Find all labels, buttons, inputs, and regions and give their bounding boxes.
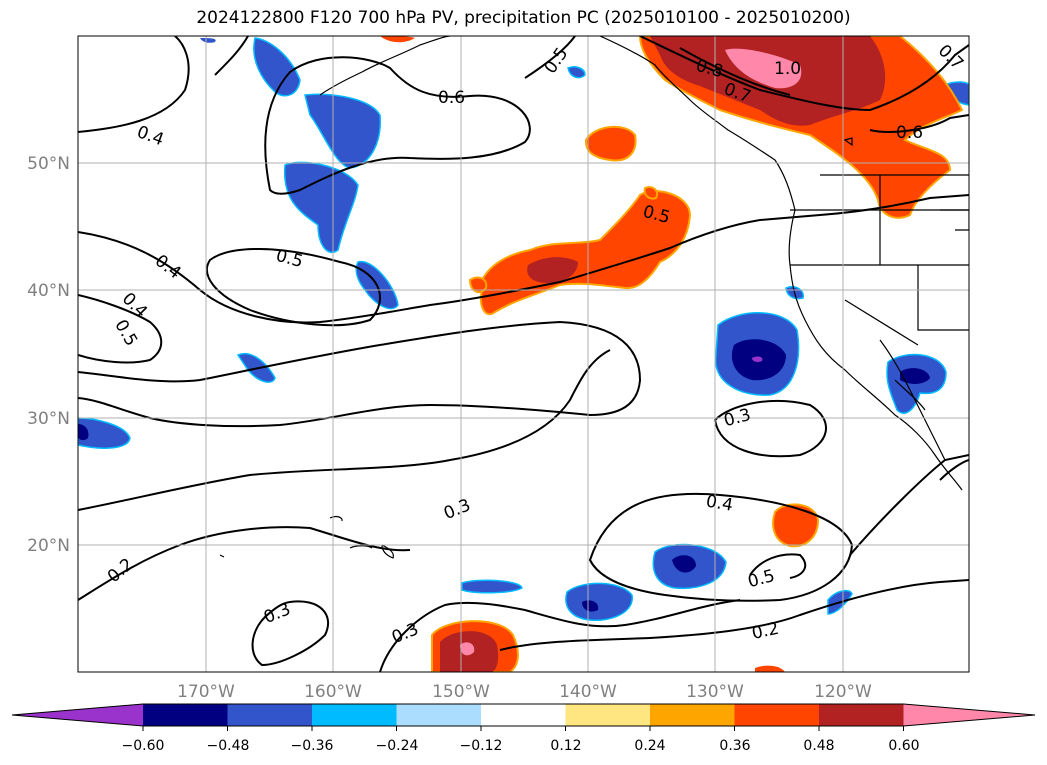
colorbar-tick-label: −0.24: [376, 738, 419, 754]
lon-label: 150°W: [432, 682, 490, 702]
colorbar-segment: [650, 704, 735, 726]
longitude-labels: 170°W 160°W 150°W 140°W 130°W 120°W: [177, 682, 872, 702]
latitude-labels: 50°N 40°N 30°N 20°N: [27, 154, 70, 556]
lat-label: 30°N: [27, 409, 70, 429]
colorbar-segment: [565, 704, 651, 726]
colorbar-tick-label: 0.12: [550, 738, 581, 754]
colorbar-segment: [312, 704, 397, 726]
colorbar-tick-label: −0.48: [207, 738, 250, 754]
contour-label: 1.0: [774, 59, 801, 79]
colorbar-segment: [819, 704, 904, 726]
colorbar-tick-label: 0.36: [719, 738, 750, 754]
map-title: 2024122800 F120 700 hPa PV, precipitatio…: [196, 8, 851, 28]
colorbar-segment: [396, 704, 482, 726]
lon-label: 170°W: [177, 682, 235, 702]
colorbar-tick-label: 0.24: [634, 738, 665, 754]
colorbar-tick-label: −0.12: [460, 738, 503, 754]
colorbar-segment: [481, 704, 566, 726]
colorbar-segment: [734, 704, 820, 726]
lon-label: 120°W: [814, 682, 872, 702]
map-area: 0.5 0.6 0.4 0.8 1.0 0.7 0.7 0.6 0.5 0.5 …: [78, 36, 969, 672]
precip-shading: [78, 36, 969, 672]
colorbar-tick-label: 0.48: [803, 738, 834, 754]
lat-label: 40°N: [27, 281, 70, 301]
gridlines: [78, 36, 969, 672]
colorbar: [11, 703, 1036, 731]
colorbar-segment: [227, 704, 313, 726]
colorbar-extend-high: [903, 704, 1035, 726]
lat-label: 20°N: [27, 536, 70, 556]
coastlines: [219, 36, 969, 559]
lat-label: 50°N: [27, 154, 70, 174]
contour-label: 0.6: [438, 88, 465, 108]
lon-label: 160°W: [304, 682, 362, 702]
colorbar-tick-labels: −0.60 −0.48 −0.36 −0.24 −0.12 0.12 0.24 …: [122, 738, 920, 754]
colorbar-tick-label: −0.60: [122, 738, 165, 754]
colorbar-tick-label: −0.36: [291, 738, 334, 754]
contour-label: 0.6: [896, 123, 923, 143]
colorbar-extend-low: [12, 704, 143, 726]
colorbar-tick-label: 0.60: [888, 738, 919, 754]
lon-label: 140°W: [559, 682, 617, 702]
contour-label: 0.4: [704, 491, 734, 515]
colorbar-segment: [143, 704, 228, 726]
lon-label: 130°W: [686, 682, 744, 702]
pv-contours: [78, 36, 969, 672]
map-frame: [77, 35, 970, 673]
